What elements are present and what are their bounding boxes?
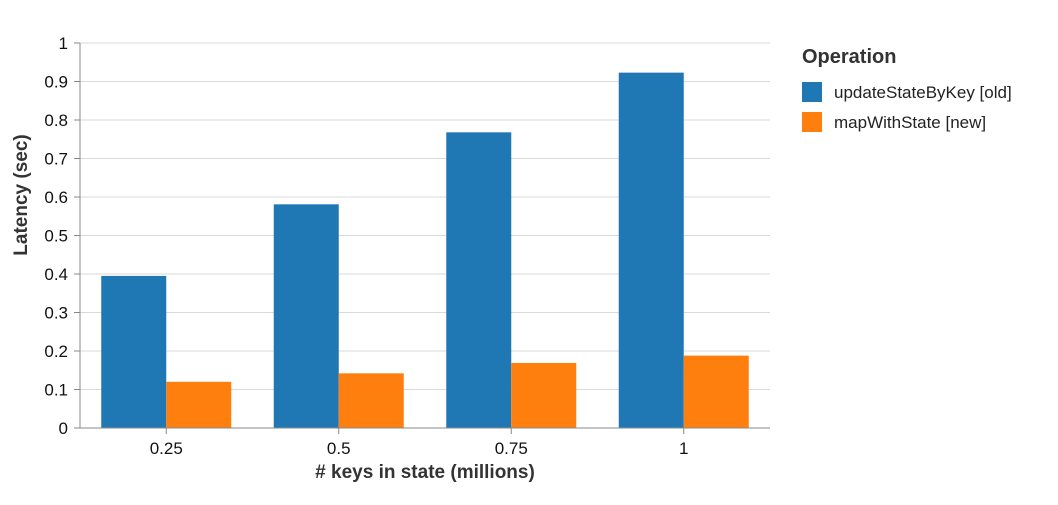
x-tick-label: 1 [679, 439, 688, 458]
y-tick-label: 0.5 [44, 227, 68, 246]
y-tick-label: 0.2 [44, 342, 68, 361]
x-axis-title: # keys in state (millions) [315, 462, 535, 483]
bar-mapwithstate-0.75 [511, 362, 577, 428]
bar-mapwithstate-1 [683, 355, 749, 428]
y-tick-label: 0.1 [44, 381, 68, 400]
legend-items: updateStateByKey [old] mapWithState [new] [802, 82, 1012, 132]
bar-updatestatebykey-1 [618, 72, 684, 429]
y-tick-label: 0.4 [44, 265, 68, 284]
y-tick-label: 0 [59, 419, 68, 438]
y-tick-label: 0.3 [44, 304, 68, 323]
bar-mapwithstate-0.5 [338, 373, 404, 428]
legend-label: mapWithState [new] [834, 113, 986, 132]
y-tick-label: 0.7 [44, 150, 68, 169]
x-tick-label: 0.75 [495, 439, 528, 458]
x-tick-labels: 0.25 0.5 0.75 1 [150, 439, 689, 458]
bar-updatestatebykey-0.5 [273, 204, 339, 428]
bar-mapwithstate-0.25 [166, 381, 232, 428]
bar-updatestatebykey-0.75 [446, 132, 512, 428]
legend-swatch [802, 112, 822, 132]
legend-swatch [802, 82, 822, 102]
y-tick-label: 0.9 [44, 73, 68, 92]
x-tick-label: 0.25 [150, 439, 183, 458]
y-tick-label: 1 [59, 34, 68, 53]
legend: Operation updateStateByKey [old] mapWithS… [802, 46, 1012, 132]
bars [101, 72, 749, 429]
y-tick-label: 0.8 [44, 111, 68, 130]
y-axis-title: Latency (sec) [11, 134, 32, 255]
y-tick-label: 0.6 [44, 188, 68, 207]
legend-label: updateStateByKey [old] [834, 83, 1012, 102]
bar-updatestatebykey-0.25 [101, 275, 167, 428]
legend-title: Operation [802, 46, 896, 68]
y-tick-labels: 0 0.1 0.2 0.3 0.4 0.5 0.6 0.7 0.8 0.9 1 [44, 34, 68, 438]
x-tick-label: 0.5 [327, 439, 351, 458]
axes [74, 42, 770, 434]
